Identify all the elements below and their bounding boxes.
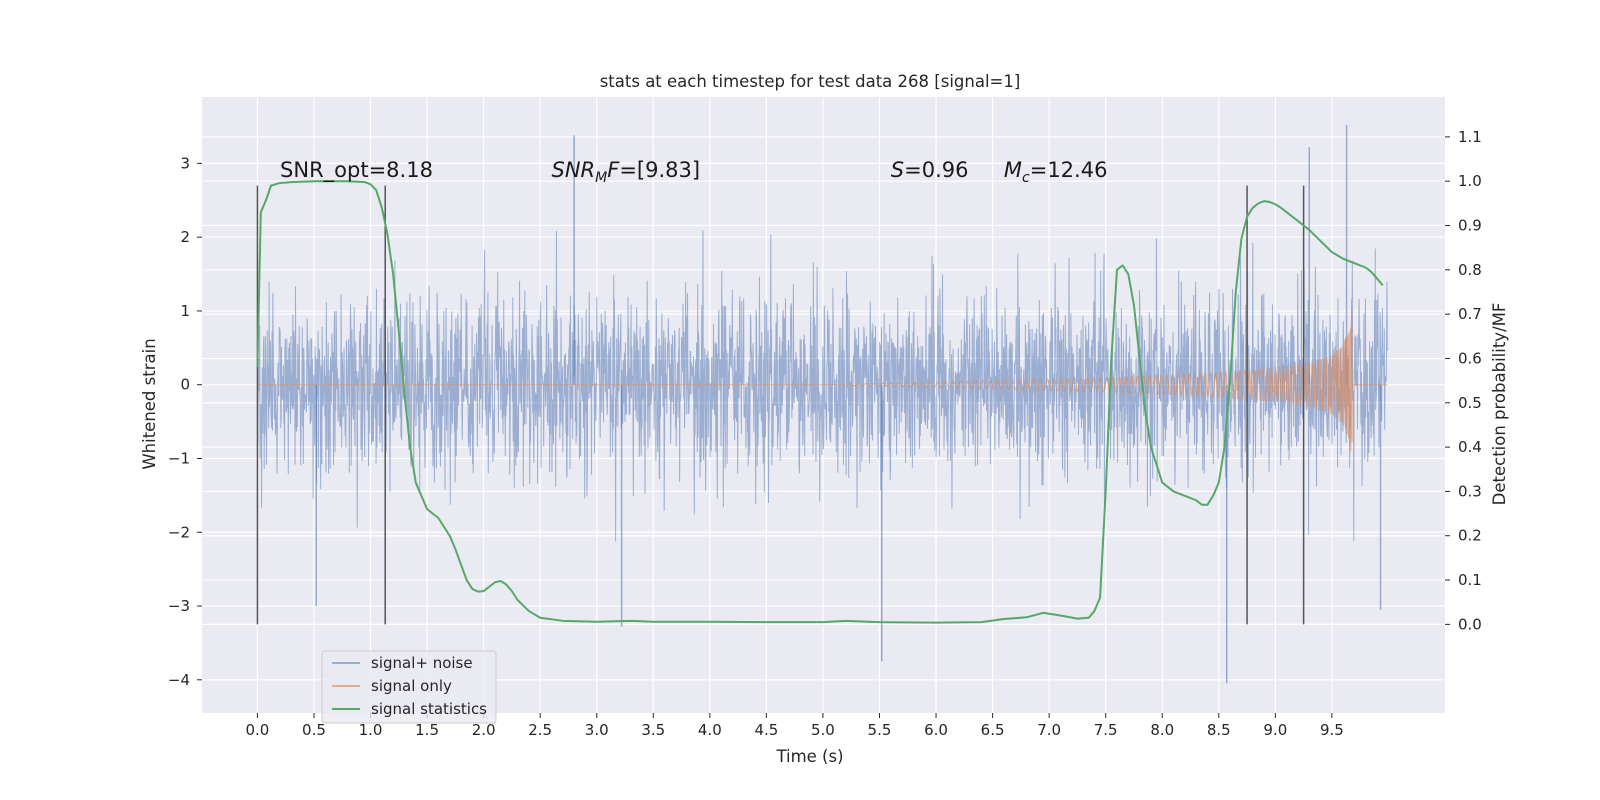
- x-tick-label: 0.0: [245, 721, 269, 739]
- y-tick-label: −3: [168, 597, 190, 615]
- vertical-markers: [256, 185, 1305, 625]
- series-signal-plus-noise: [256, 125, 1388, 684]
- x-tick-label: 7.5: [1094, 721, 1118, 739]
- y2-tick-label: 0.2: [1458, 527, 1482, 545]
- legend-entry-noise: signal+ noise: [371, 654, 473, 672]
- noise-trace: [256, 230, 1388, 542]
- y-tick-label: 2: [180, 228, 190, 246]
- y-tick-label: 3: [180, 154, 190, 172]
- y2-tick-label: 1.1: [1458, 128, 1482, 146]
- x-tick-label: 8.5: [1207, 721, 1231, 739]
- y-axis-label: Whitened strain: [140, 338, 159, 469]
- stats-line: [256, 180, 1384, 624]
- x-tick-label: 1.5: [415, 721, 439, 739]
- x-tick-label: 9.0: [1263, 721, 1287, 739]
- annotation-mc-value: Mc=12.46: [1004, 158, 1108, 186]
- x-tick-label: 6.5: [981, 721, 1005, 739]
- x-tick-label: 1.0: [359, 721, 383, 739]
- x-tick-label: 5.0: [811, 721, 835, 739]
- y2-tick-label: 0.3: [1458, 482, 1482, 500]
- x-tick-label: 9.5: [1320, 721, 1344, 739]
- x-axis-label: Time (s): [775, 747, 843, 766]
- y-axis-ticks: −4 −3 −2 −1 0 1 2 3: [168, 154, 202, 689]
- annotation-s-value: S=0.96: [891, 158, 969, 182]
- x-tick-label: 3.0: [585, 721, 609, 739]
- y-tick-label: −2: [168, 523, 190, 541]
- x-tick-label: 3.5: [641, 721, 665, 739]
- annotations: SNR_opt=8.18 SNRMF=[9.83] S=0.96 Mc=12.46: [280, 158, 1107, 186]
- x-tick-label: 2.0: [472, 721, 496, 739]
- legend-entry-signal: signal only: [371, 677, 452, 695]
- legend: signal+ noise signal only signal statist…: [321, 650, 497, 724]
- x-tick-label: 0.5: [302, 721, 326, 739]
- annotation-snr-opt: SNR_opt=8.18: [280, 158, 433, 183]
- y2-tick-label: 0.0: [1458, 615, 1482, 633]
- y2-tick-label: 0.4: [1458, 438, 1482, 456]
- y2-axis-label: Detection probability/MF: [1490, 303, 1509, 506]
- y2-tick-label: 0.1: [1458, 571, 1482, 589]
- x-tick-label: 7.0: [1037, 721, 1061, 739]
- y2-tick-label: 1.0: [1458, 172, 1482, 190]
- x-tick-label: 5.5: [868, 721, 892, 739]
- y-tick-label: −1: [168, 449, 190, 467]
- series-signal-only: [257, 309, 1388, 452]
- annotation-snr-mf: SNRMF=[9.83]: [551, 158, 700, 186]
- y-tick-label: 0: [180, 376, 190, 394]
- x-axis-ticks: 0.0 0.5 1.0 1.5 2.0 2.5 3.0 3.5 4.0 4.5 5.0 5.5 6.0 6…: [245, 713, 1344, 739]
- signal-trace: [257, 309, 1388, 452]
- x-tick-label: 2.5: [528, 721, 552, 739]
- y2-tick-label: 0.6: [1458, 349, 1482, 367]
- y2-tick-label: 0.7: [1458, 305, 1482, 323]
- y-tick-label: −4: [168, 671, 190, 689]
- legend-box: [321, 650, 497, 724]
- x-tick-label: 6.0: [924, 721, 948, 739]
- x-tick-label: 4.0: [698, 721, 722, 739]
- y-tick-label: 1: [180, 302, 190, 320]
- y2-tick-label: 0.5: [1458, 394, 1482, 412]
- legend-entry-stats: signal statistics: [371, 700, 487, 718]
- y2-tick-label: 0.9: [1458, 217, 1482, 235]
- y2-tick-label: 0.8: [1458, 261, 1482, 279]
- series-signal-statistics: [256, 180, 1384, 624]
- x-tick-label: 8.0: [1150, 721, 1174, 739]
- chart-title: stats at each timestep for test data 268…: [600, 72, 1021, 91]
- y2-axis-ticks: 0.0 0.1 0.2 0.3 0.4 0.5 0.6 0.7 0.8 0.9 1.0 1.1: [1445, 128, 1482, 633]
- x-tick-label: 4.5: [754, 721, 778, 739]
